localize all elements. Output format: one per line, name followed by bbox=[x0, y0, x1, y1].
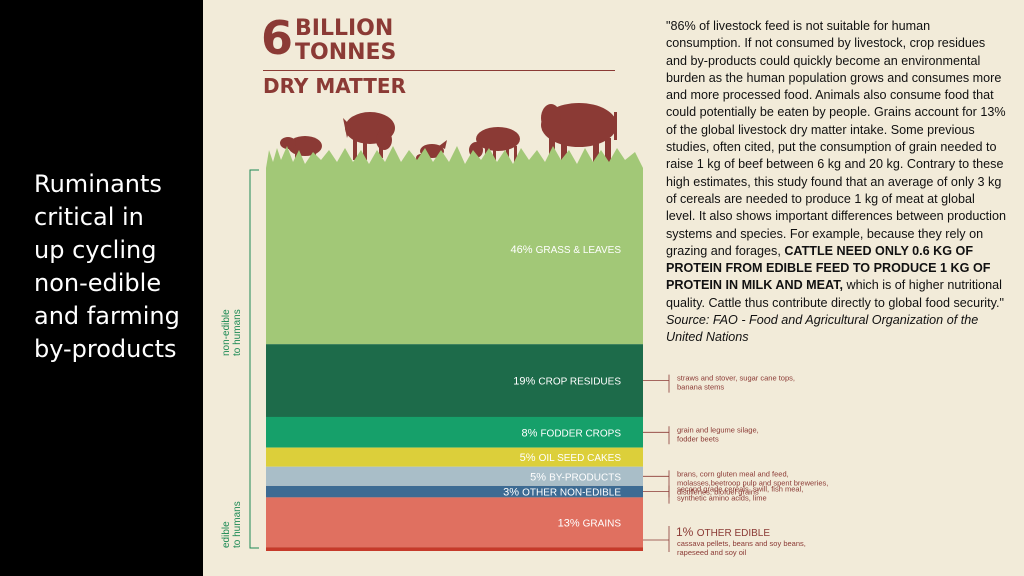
quote-highlight: CATTLE NEED ONLY 0.6 KG OF PROTEIN FROM … bbox=[666, 243, 991, 293]
tonnes-label: TONNES bbox=[295, 40, 397, 65]
dry-matter-label: DRY MATTER bbox=[263, 74, 406, 98]
bar-segment-fodder-crops bbox=[266, 416, 643, 448]
side-labels: non-edible to humans edible to humans bbox=[221, 309, 243, 548]
group-brackets bbox=[249, 169, 259, 549]
segment-label-other-non-edible: 3% OTHER NON-EDIBLE bbox=[503, 487, 621, 499]
segment-notes: straws and stover, sugar cane tops,banan… bbox=[643, 374, 828, 557]
left-panel: Ruminants critical in up cycling non-edi… bbox=[0, 0, 203, 576]
nonedible-label-1: non-edible bbox=[221, 309, 232, 356]
segment-label-grass-leaves: 46% GRASS & LEAVES bbox=[511, 244, 622, 256]
note-bracket bbox=[643, 470, 670, 498]
stacked-bar-chart: non-edible to humans edible to humans 46… bbox=[221, 103, 828, 557]
bar-segment-other-non-edible bbox=[266, 485, 643, 498]
segment-labels: 46% GRASS & LEAVES 19% CROP RESIDUES 8% FO… bbox=[503, 244, 770, 539]
note-line: distilleries, biofuel grains bbox=[677, 487, 759, 496]
note-line: rapeseed and soy oil bbox=[677, 548, 747, 557]
segment-label-oil-seed-cakes: 5% OIL SEED CAKES bbox=[520, 452, 622, 464]
segment-label-fodder-crops: 8% FODDER CROPS bbox=[521, 427, 621, 439]
segment-label-crop-residues: 19% CROP RESIDUES bbox=[513, 376, 621, 388]
note-line: second grade cereals, swill, fish meal, bbox=[677, 485, 803, 494]
segment-label-other-edible: 1% OTHER EDIBLE bbox=[676, 525, 770, 539]
edible-label-1: edible bbox=[221, 521, 232, 548]
segment-label-by-products: 5% BY-PRODUCTS bbox=[530, 471, 621, 483]
bar-segment-grains bbox=[266, 497, 643, 548]
note-line: synthetic amino acids, lime bbox=[677, 494, 767, 503]
note-line: cassava pellets, beans and soy beans, bbox=[677, 539, 806, 548]
billion-label: BILLION bbox=[295, 16, 394, 41]
fao-quote: "86% of livestock feed is not suitable f… bbox=[666, 18, 1006, 347]
note-bracket bbox=[643, 526, 670, 552]
note-line: fodder beets bbox=[677, 434, 719, 443]
grass-tufts bbox=[266, 146, 643, 168]
bar-segments bbox=[266, 168, 643, 551]
note-bracket bbox=[643, 374, 670, 393]
bar-segment-other-edible bbox=[266, 547, 643, 551]
note-line: brans, corn gluten meal and feed, bbox=[677, 469, 789, 478]
note-line: molasses,beetroop pulp and spent breweri… bbox=[677, 478, 828, 487]
title-divider bbox=[263, 70, 615, 71]
slide-title: Ruminants critical in up cycling non-edi… bbox=[34, 170, 180, 363]
quote-source: Source: FAO - Food and Agricultural Orga… bbox=[666, 313, 979, 345]
note-line: straws and stover, sugar cane tops, bbox=[677, 374, 795, 383]
bar-segment-crop-residues bbox=[266, 344, 643, 417]
note-bracket bbox=[643, 426, 670, 445]
calf-icon bbox=[343, 112, 395, 160]
note-line: grain and legume silage, bbox=[677, 425, 759, 434]
note-bracket bbox=[643, 485, 670, 504]
edible-label-2: to humans bbox=[232, 501, 243, 548]
quote-text: "86% of livestock feed is not suitable f… bbox=[666, 19, 1006, 258]
quote-text-2: which is of higher nutritional quality. … bbox=[666, 278, 1004, 310]
bar-segment-by-products bbox=[266, 466, 643, 486]
bar-segment-grass-leaves bbox=[266, 168, 643, 345]
nonedible-label-2: to humans bbox=[232, 309, 243, 356]
segment-label-grains: 13% GRAINS bbox=[558, 517, 622, 529]
infographic-panel: 6 BILLION TONNES DRY MATTER bbox=[203, 0, 1024, 576]
big-number: 6 bbox=[261, 11, 294, 65]
bar-segment-oil-seed-cakes bbox=[266, 447, 643, 467]
note-line: banana stems bbox=[677, 383, 724, 392]
